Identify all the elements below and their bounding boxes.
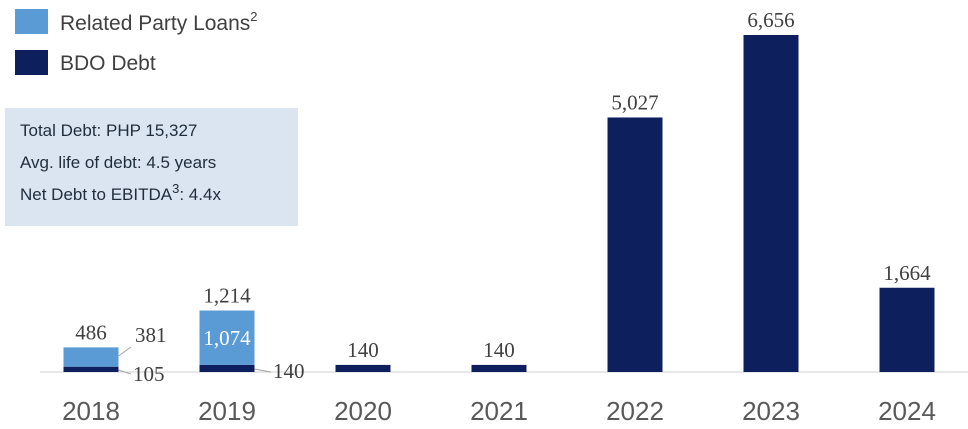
segment-label-bdo-2019: 140 xyxy=(273,359,305,383)
segment-label-related-2018: 381 xyxy=(135,323,167,347)
bar-related-party-2018 xyxy=(63,347,119,367)
info-box: Total Debt: PHP 15,327 Avg. life of debt… xyxy=(5,108,298,226)
total-label-2022: 5,027 xyxy=(611,90,658,114)
total-label-2023: 6,656 xyxy=(747,8,794,32)
info-net-debt-ebitda: Net Debt to EBITDA3: 4.4x xyxy=(20,181,221,204)
total-label-2024: 1,664 xyxy=(883,261,931,285)
bar-bdo-debt-2019 xyxy=(199,364,255,372)
total-label-2021: 140 xyxy=(483,338,515,362)
total-label-2019: 1,214 xyxy=(203,284,251,308)
legend-swatch-related-party-loans xyxy=(15,9,48,34)
segment-label-bdo-2018: 105 xyxy=(133,362,165,386)
leader-line-bdo-2018 xyxy=(118,369,132,375)
x-tick-label-2021: 2021 xyxy=(470,396,528,426)
x-tick-label-2022: 2022 xyxy=(606,396,664,426)
bar-bdo-debt-2024 xyxy=(879,287,935,372)
info-avg-life: Avg. life of debt: 4.5 years xyxy=(20,153,216,172)
legend-label-related-party-loans: Related Party Loans2 xyxy=(60,9,258,35)
info-total-debt: Total Debt: PHP 15,327 xyxy=(20,121,197,140)
x-tick-label-2018: 2018 xyxy=(62,396,120,426)
legend: Related Party Loans2 BDO Debt xyxy=(15,9,258,75)
info-box-background xyxy=(5,108,298,226)
leader-line-bdo-2019 xyxy=(254,368,272,373)
bar-related-party-2019 xyxy=(199,310,255,365)
leader-line-related-2018 xyxy=(118,346,132,357)
labels-group: 2018 486 2019 1,214 2020 140 2021 140 2022 5,027 2… xyxy=(62,8,936,426)
x-tick-label-2023: 2023 xyxy=(742,396,800,426)
segment-label-related-2019: 1,074 xyxy=(203,326,251,350)
bar-bdo-debt-2023 xyxy=(743,35,799,372)
bar-bdo-debt-2021 xyxy=(471,364,527,372)
total-label-2020: 140 xyxy=(347,338,379,362)
legend-swatch-bdo-debt xyxy=(15,50,48,75)
bars-group xyxy=(63,35,935,373)
legend-label-bdo-debt: BDO Debt xyxy=(60,52,156,75)
x-tick-label-2020: 2020 xyxy=(334,396,392,426)
total-label-2018: 486 xyxy=(75,320,107,344)
bar-bdo-debt-2018 xyxy=(63,366,119,372)
x-tick-label-2019: 2019 xyxy=(198,396,256,426)
bar-bdo-debt-2020 xyxy=(335,364,391,372)
bar-bdo-debt-2022 xyxy=(607,117,663,373)
x-tick-label-2024: 2024 xyxy=(878,396,936,426)
